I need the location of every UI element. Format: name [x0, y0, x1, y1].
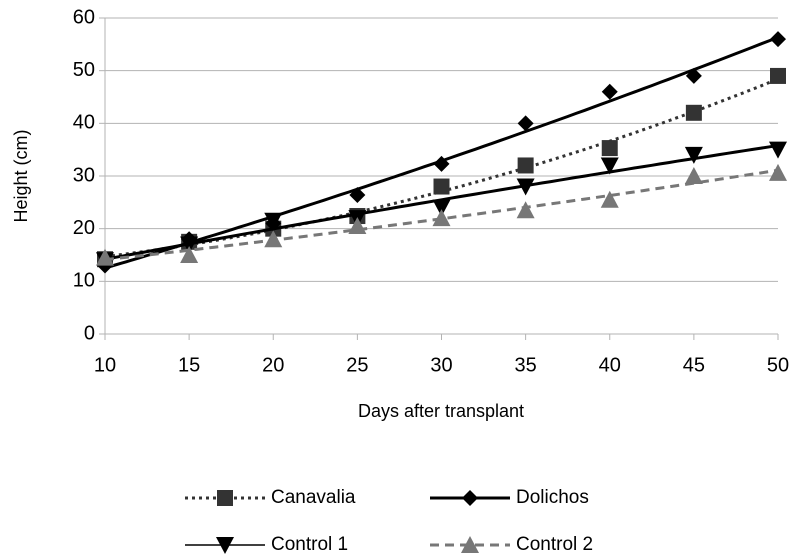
marker: [516, 178, 535, 196]
marker: [769, 163, 787, 181]
marker: [264, 230, 283, 248]
marker: [433, 155, 450, 172]
y-tick-label: 50: [73, 59, 95, 81]
y-tick-label: 10: [73, 270, 95, 292]
marker: [600, 190, 619, 208]
y-axis-label: Height (cm): [11, 129, 31, 222]
marker: [770, 31, 786, 48]
x-tick-label: 15: [178, 354, 200, 376]
marker: [685, 67, 702, 84]
x-tick-label: 10: [94, 354, 116, 376]
marker: [769, 141, 787, 159]
marker: [685, 104, 702, 121]
y-tick-label: 60: [73, 6, 95, 28]
marker: [684, 167, 703, 184]
y-tick-label: 20: [73, 217, 95, 239]
x-tick-label: 45: [683, 354, 705, 376]
marker: [432, 209, 451, 227]
x-tick-label: 40: [599, 354, 621, 376]
legend-marker: [217, 490, 233, 506]
legend-marker: [462, 490, 478, 506]
marker: [601, 140, 618, 157]
marker: [770, 67, 786, 84]
y-tick-label: 0: [84, 322, 95, 344]
marker: [432, 199, 451, 217]
legend-label: Dolichos: [516, 487, 589, 508]
y-tick-label: 30: [73, 164, 95, 186]
x-tick-label: 30: [430, 354, 452, 376]
marker: [601, 83, 618, 100]
legend-marker: [461, 536, 479, 553]
marker: [180, 236, 199, 254]
marker: [517, 115, 534, 132]
marker: [517, 157, 534, 174]
trendline: [104, 35, 779, 270]
marker: [600, 157, 619, 175]
legend-label: Control 2: [516, 534, 593, 555]
x-tick-label: 25: [346, 354, 368, 376]
x-tick-label: 35: [515, 354, 537, 376]
marker: [684, 146, 703, 164]
marker: [348, 217, 367, 235]
legend-label: Control 1: [271, 534, 348, 555]
marker: [264, 212, 283, 230]
y-tick-label: 40: [73, 112, 95, 134]
legend-marker: [216, 537, 234, 554]
marker: [349, 186, 366, 203]
x-axis-label: Days after transplant: [358, 401, 524, 421]
marker: [433, 178, 450, 195]
legend-label: Canavalia: [271, 487, 356, 508]
x-tick-label: 20: [262, 354, 284, 376]
marker: [96, 248, 114, 266]
marker: [180, 246, 199, 263]
x-tick-label: 50: [767, 354, 789, 376]
marker: [516, 201, 535, 219]
